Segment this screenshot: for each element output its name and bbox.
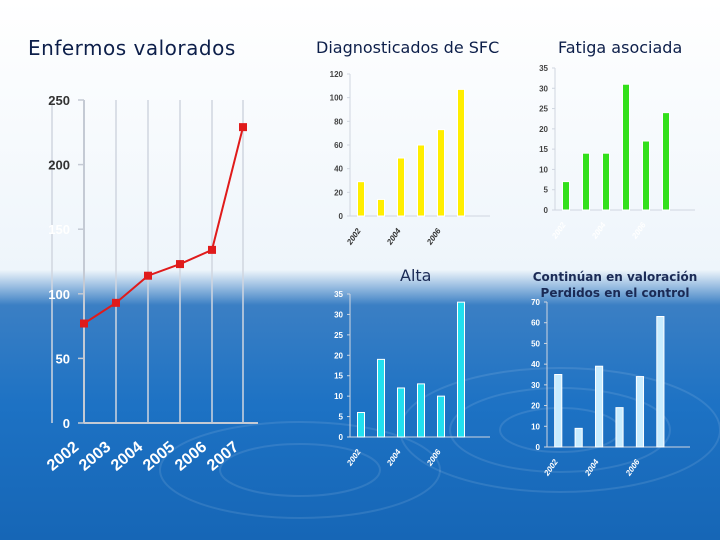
continuan-y-tick-label: 30 <box>531 381 540 390</box>
alta-y-tick-label: 25 <box>334 331 343 340</box>
fatiga-y-tick-label: 15 <box>539 145 548 154</box>
fatiga-y-tick-label: 20 <box>539 125 548 134</box>
alta-y-tick-label: 15 <box>334 372 343 381</box>
continuan-title-line1: Continúan en valoración <box>532 270 698 284</box>
main-y-tick-label: 250 <box>48 93 70 108</box>
fatiga-y-tick-label: 30 <box>539 84 548 93</box>
alta-y-tick-label: 5 <box>339 413 344 422</box>
main-y-tick-label: 150 <box>48 222 70 237</box>
fatiga-y-tick-label: 25 <box>539 105 548 114</box>
sfc-y-tick-label: 60 <box>334 141 343 150</box>
continuan-chart-title: Continúan en valoración Perdidos en el c… <box>520 269 710 301</box>
alta-bar <box>377 358 385 438</box>
fatiga-y-tick-label: 10 <box>539 165 548 174</box>
alta-chart-title: Alta <box>400 266 432 285</box>
alta-bar <box>397 387 405 438</box>
main-data-point <box>176 260 184 269</box>
main-y-tick-label: 200 <box>48 158 70 173</box>
continuan-bar <box>615 407 624 448</box>
fatiga-y-tick-label: 35 <box>539 64 548 73</box>
fatiga-bar <box>602 152 610 211</box>
main-y-tick-label: 50 <box>56 351 70 366</box>
fatiga-y-tick-label: 5 <box>544 186 549 195</box>
continuan-bar <box>656 316 665 448</box>
continuan-y-tick-label: 20 <box>531 402 540 411</box>
alta-y-tick-label: 20 <box>334 351 343 360</box>
sfc-y-tick-label: 80 <box>334 117 343 126</box>
sfc-y-tick-label: 120 <box>330 70 344 79</box>
main-data-point <box>112 298 120 307</box>
sfc-y-tick-label: 0 <box>339 212 344 221</box>
alta-y-tick-label: 10 <box>334 392 343 401</box>
continuan-x-tick-label: 2006 <box>623 457 641 478</box>
alta-bar <box>457 301 465 438</box>
main-chart-title: Enfermos valorados <box>28 36 236 60</box>
continuan-bar <box>574 427 583 448</box>
alta-y-tick-label: 0 <box>339 433 344 442</box>
continuan-bar <box>595 365 604 448</box>
main-y-tick-label: 100 <box>48 287 70 302</box>
sfc-bar <box>437 129 445 217</box>
fatiga-bar <box>642 140 650 211</box>
continuan-title-line2: Perdidos en el control <box>540 286 690 300</box>
continuan-bar <box>554 374 563 448</box>
main-data-point <box>80 319 88 328</box>
continuan-y-tick-label: 10 <box>531 422 540 431</box>
continuan-y-tick-label: 70 <box>531 298 540 307</box>
main-y-tick-label: 0 <box>63 416 70 431</box>
sfc-y-tick-label: 40 <box>334 165 343 174</box>
sfc-bar <box>357 181 365 217</box>
fatiga-bar <box>622 83 630 211</box>
sfc-bar <box>377 198 385 217</box>
fatiga-bar <box>582 152 590 211</box>
sfc-bar <box>417 144 425 217</box>
sfc-chart-title: Diagnosticados de SFC <box>316 38 500 57</box>
fatiga-y-tick-label: 0 <box>544 206 549 215</box>
continuan-y-tick-label: 60 <box>531 319 540 328</box>
main-data-point <box>144 271 152 280</box>
alta-bar <box>437 395 445 438</box>
continuan-bar <box>635 376 645 448</box>
continuan-x-tick-label: 2004 <box>583 457 601 478</box>
sfc-y-tick-label: 20 <box>334 188 343 197</box>
main-series-line <box>83 126 244 325</box>
continuan-x-tick-label: 2002 <box>542 457 560 478</box>
continuan-y-tick-label: 40 <box>531 360 540 369</box>
alta-y-tick-label: 35 <box>334 290 343 299</box>
alta-y-tick-label: 30 <box>334 310 343 319</box>
continuan-y-tick-label: 0 <box>536 443 541 452</box>
sfc-y-tick-label: 100 <box>330 94 344 103</box>
fatiga-bar <box>662 112 670 211</box>
continuan-y-tick-label: 50 <box>531 339 540 348</box>
sfc-bar <box>397 157 405 217</box>
main-data-point <box>208 245 216 254</box>
sfc-bar <box>457 88 465 217</box>
main-data-point <box>239 123 247 132</box>
fatiga-bar <box>562 181 570 211</box>
alta-bar <box>417 383 425 438</box>
fatiga-chart-title: Fatiga asociada <box>558 38 683 57</box>
alta-bar <box>357 411 365 438</box>
